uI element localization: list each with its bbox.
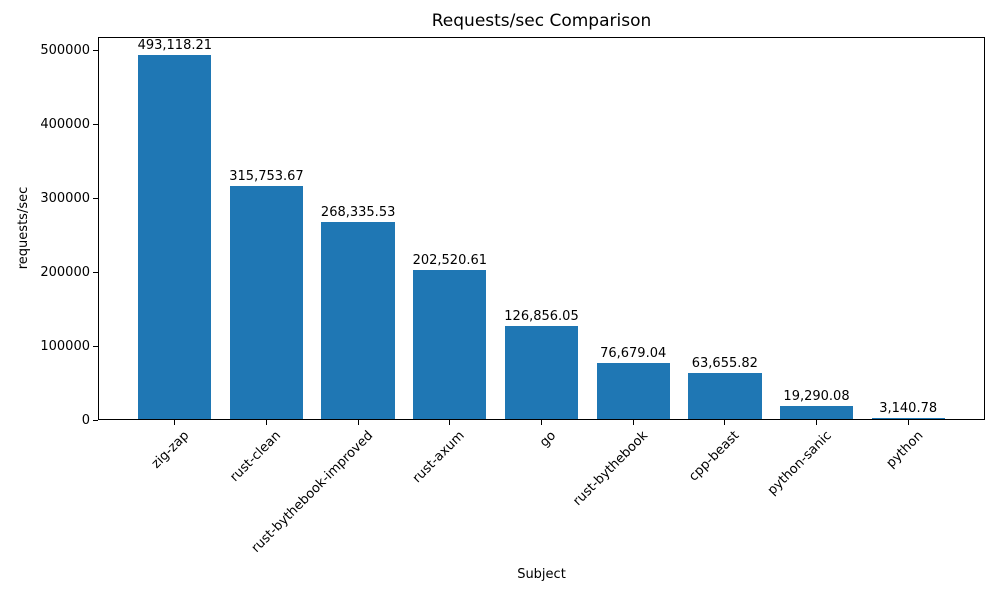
bar-value-label: 202,520.61 xyxy=(412,253,488,269)
y-tick-label: 200000 xyxy=(40,264,90,280)
y-tick-label: 100000 xyxy=(40,338,90,354)
x-tick-label-rust-bythebook: rust-bythebook xyxy=(570,428,652,509)
y-tick-label: 0 xyxy=(81,412,90,428)
plot-area xyxy=(98,37,985,420)
x-tick-mark xyxy=(449,420,451,425)
bar-value-label: 3,140.78 xyxy=(879,400,938,416)
chart-title: Requests/sec Comparison xyxy=(431,11,652,31)
bar-value-label: 76,679.04 xyxy=(600,346,667,362)
x-tick-mark xyxy=(724,420,726,425)
y-tick-mark xyxy=(93,49,98,51)
bar-rust-axum xyxy=(413,270,487,420)
bar-rust-bythebook xyxy=(596,363,670,420)
x-tick-mark xyxy=(541,420,542,425)
x-tick-mark xyxy=(632,420,634,425)
bar-cpp-beast xyxy=(688,372,762,420)
x-tick-mark xyxy=(174,420,176,425)
y-tick-mark xyxy=(93,419,98,421)
bar-go xyxy=(504,326,579,420)
y-tick-mark xyxy=(93,271,98,273)
x-tick-label-cpp-beast: cpp-beast xyxy=(686,428,743,485)
x-tick-mark xyxy=(816,420,818,425)
bar-value-label: 268,335.53 xyxy=(320,204,396,220)
y-tick-label: 500000 xyxy=(40,42,90,58)
y-tick-label: 400000 xyxy=(40,116,90,132)
bar-rust-clean xyxy=(229,186,304,420)
bar-value-label: 493,118.21 xyxy=(137,38,213,54)
bar-value-label: 19,290.08 xyxy=(783,388,850,404)
bar-value-label: 315,753.67 xyxy=(229,169,304,185)
x-axis-label: Subject xyxy=(517,567,566,582)
x-tick-label-zig-zap: zig-zap xyxy=(149,428,193,472)
y-tick-mark xyxy=(93,345,98,347)
bar-value-label: 126,856.05 xyxy=(504,309,579,325)
bar-python xyxy=(871,417,945,420)
bar-value-label: 63,655.82 xyxy=(691,355,758,371)
y-tick-mark xyxy=(93,123,98,125)
bar-python-sanic xyxy=(779,405,854,420)
x-tick-label-python-sanic: python-sanic xyxy=(764,428,835,499)
y-tick-mark xyxy=(93,197,98,199)
x-tick-label-rust-clean: rust-clean xyxy=(227,428,285,485)
bar-rust-bythebook-improved xyxy=(321,221,395,420)
bar-zig-zap xyxy=(138,55,212,420)
x-tick-mark xyxy=(265,420,267,425)
x-tick-label-go: go xyxy=(537,428,560,451)
x-tick-label-python: python xyxy=(883,428,927,472)
x-tick-mark xyxy=(907,420,909,425)
x-tick-mark xyxy=(357,420,359,425)
y-tick-label: 300000 xyxy=(40,190,90,206)
x-tick-label-rust-axum: rust-axum xyxy=(409,428,468,487)
